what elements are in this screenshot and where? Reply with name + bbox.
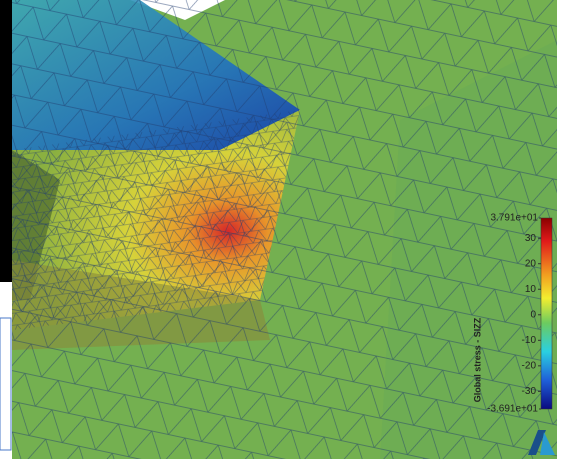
colorbar [540,217,553,410]
side-box [0,317,12,451]
colorbar-tick-label: 30 [525,233,537,244]
colorbar-tick-label: 20 [525,258,537,269]
colorbar-tick-label: -20 [522,360,537,371]
colorbar-tick-label: -10 [522,335,537,346]
side-panel [0,0,12,282]
colorbar-title: Global stress - SIZZ [472,317,482,402]
colorbar-range-label: 3.791e+01 [490,213,538,224]
colorbar-tick-label: 0 [530,309,536,320]
colorbar-tick-label: 10 [525,284,537,295]
colorbar-tick-label: -30 [522,386,537,397]
colorbar-range-label: -3.691e+01 [487,404,538,415]
logo [540,432,555,455]
mesh-fine [12,110,300,330]
logo [528,430,546,455]
